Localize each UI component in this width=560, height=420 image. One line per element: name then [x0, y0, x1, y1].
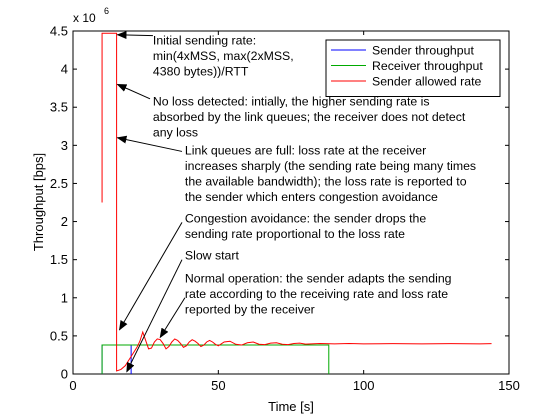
legend-label: Receiver throughput — [372, 59, 483, 73]
axis-ticks: 0 50 100 150 0 0.5 1 1.5 2 2.5 3 3.5 4 4.5 — [50, 24, 520, 394]
x-tick-label: 0 — [69, 378, 76, 393]
annotation-arrow — [116, 135, 183, 152]
y-tick-label: 4 — [61, 62, 68, 77]
legend-label: Sender allowed rate — [372, 75, 482, 89]
annotations: Initial sending rate: min(4xMSS, max(2xMS… — [116, 31, 476, 373]
y-tick-label: 0 — [61, 367, 68, 382]
x-axis-label: Time [s] — [268, 399, 314, 414]
annotation-arrow — [119, 222, 183, 331]
y-tick-label: 2 — [61, 214, 68, 229]
x-tick-label: 50 — [211, 378, 225, 393]
y-exponent-label: x 10 — [73, 11, 96, 25]
y-tick-label: 2.5 — [50, 176, 68, 191]
series-line-receiver-throughput — [101, 344, 330, 374]
y-axis-label: Throughput [bps] — [31, 153, 46, 251]
y-tick-label: 1.5 — [50, 252, 68, 267]
annotation-text: Link queues are full: loss rate at the r… — [185, 143, 476, 204]
annotation-arrow — [116, 83, 151, 100]
annotation-text: Congestion avoidance: the sender drops t… — [185, 211, 426, 241]
series-line-sender-allowed-rate — [101, 32, 492, 372]
annotation-text: No loss detected: intially, the higher s… — [153, 95, 466, 140]
series-lines — [101, 32, 492, 374]
y-tick-label: 0.5 — [50, 328, 68, 343]
y-tick-label: 4.5 — [50, 24, 68, 39]
annotation-arrow — [116, 31, 153, 40]
x-tick-label: 150 — [498, 378, 520, 393]
x-tick-label: 100 — [353, 378, 375, 393]
y-exponent-power: 6 — [104, 6, 109, 16]
legend-label: Sender throughput — [372, 44, 474, 58]
annotation-text: Normal operation: the sender adapts the … — [185, 272, 452, 317]
y-tick-label: 3.5 — [50, 100, 68, 115]
y-tick-label: 3 — [61, 138, 68, 153]
y-tick-label: 1 — [61, 290, 68, 305]
annotation-text: Slow start — [185, 249, 240, 263]
legend-box — [325, 39, 501, 97]
annotation-arrow — [126, 259, 183, 373]
annotation-arrow — [159, 297, 186, 339]
annotation-text: Initial sending rate: min(4xMSS, max(2xMS… — [153, 34, 294, 79]
